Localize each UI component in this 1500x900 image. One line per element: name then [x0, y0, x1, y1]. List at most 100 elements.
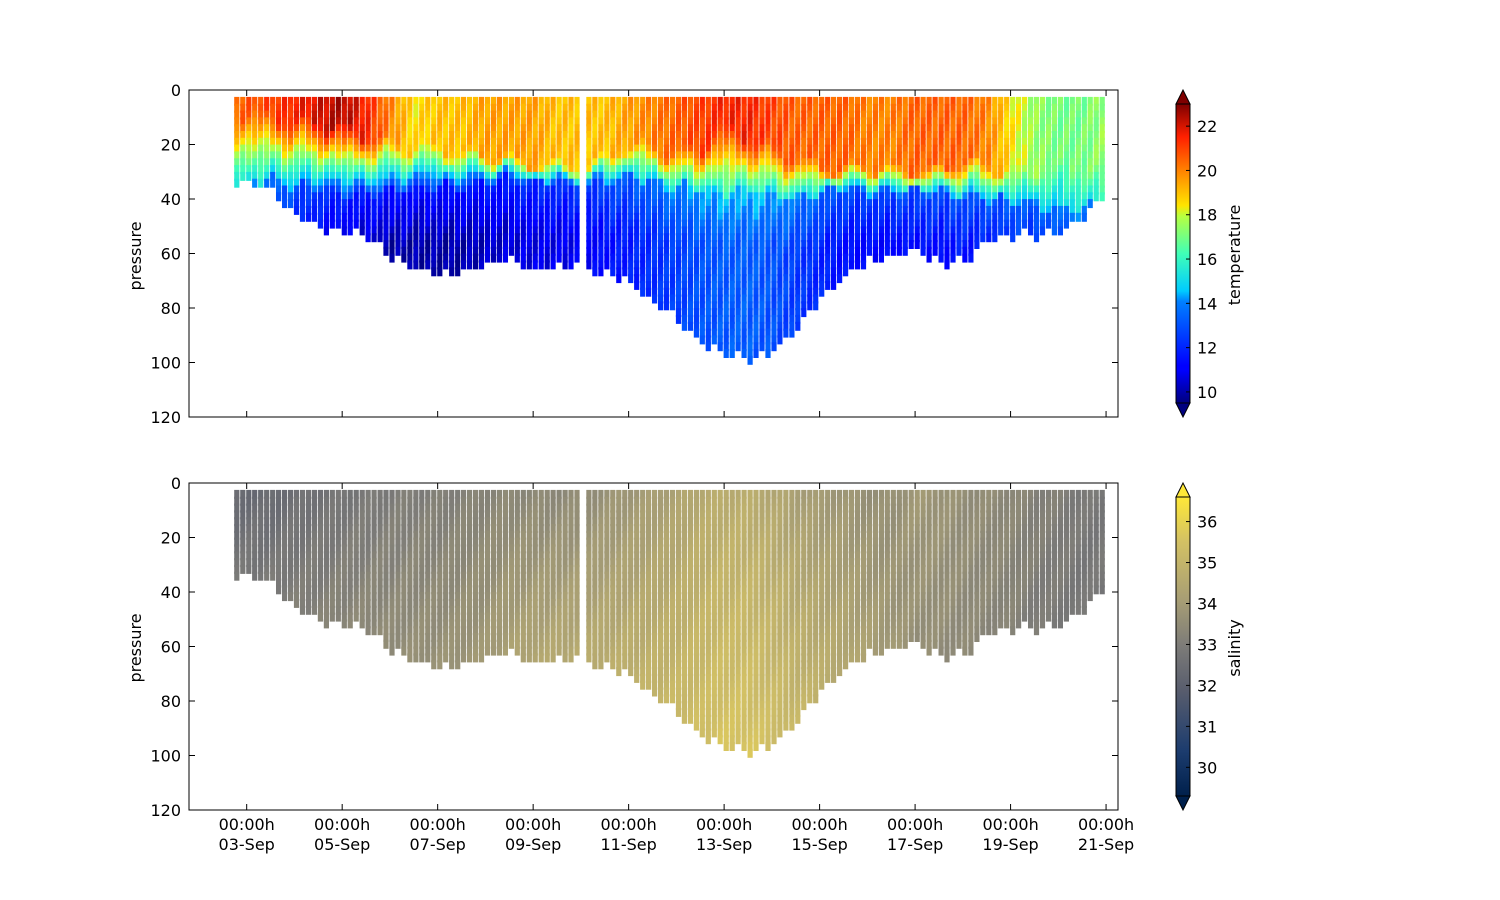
temperature-point	[353, 96, 359, 106]
temperature-point	[616, 96, 622, 106]
temperature-point	[490, 192, 497, 202]
temperature-point	[1016, 165, 1022, 175]
temperature-point	[723, 301, 729, 311]
temperature-point	[741, 144, 747, 154]
temperature-point	[305, 199, 312, 209]
salinity-point	[317, 571, 323, 581]
temperature-point	[932, 219, 938, 229]
temperature-point	[783, 253, 789, 263]
temperature-point	[1016, 117, 1022, 127]
temperature-point	[1039, 212, 1046, 222]
temperature-point	[896, 144, 902, 154]
salinity-point	[395, 530, 401, 540]
temperature-point	[998, 110, 1004, 120]
temperature-point	[598, 226, 604, 236]
salinity-point	[329, 496, 335, 506]
salinity-point	[526, 578, 532, 588]
temperature-point	[669, 144, 676, 154]
salinity-point	[347, 558, 353, 568]
salinity-point	[508, 564, 514, 574]
temperature-point	[425, 233, 431, 243]
temperature-point	[478, 240, 485, 249]
temperature-point	[640, 144, 646, 154]
temperature-point	[747, 110, 753, 120]
temperature-point	[765, 280, 771, 290]
temperature-point	[568, 96, 574, 106]
temperature-point	[974, 96, 980, 106]
temperature-point	[407, 192, 413, 202]
salinity-point	[335, 598, 341, 608]
temperature-point	[735, 151, 741, 161]
temperature-point	[461, 253, 467, 263]
temperature-point	[1099, 151, 1105, 161]
salinity-point	[389, 619, 395, 629]
salinity-point	[496, 598, 502, 608]
salinity-point	[419, 489, 425, 499]
temperature-point	[843, 260, 849, 270]
salinity-point	[276, 544, 282, 554]
temperature-point	[389, 212, 395, 222]
temperature-point	[1016, 199, 1022, 209]
temperature-point	[777, 171, 783, 181]
temperature-point	[455, 117, 461, 127]
salinity-point	[282, 517, 288, 527]
temperature-point	[825, 185, 831, 195]
salinity-point	[276, 537, 282, 547]
temperature-point	[586, 110, 592, 120]
temperature-point	[1051, 165, 1057, 175]
temperature-point	[490, 185, 497, 195]
temperature-point	[705, 171, 711, 181]
temperature-point	[741, 280, 747, 290]
temperature-point	[705, 144, 711, 154]
temperature-point	[1051, 185, 1057, 195]
temperature-point	[622, 110, 628, 120]
temperature-point	[759, 301, 765, 311]
temperature-point	[663, 185, 670, 195]
temperature-point	[980, 131, 986, 140]
salinity-point	[514, 564, 520, 574]
temperature-point	[723, 124, 729, 134]
temperature-point	[1010, 165, 1016, 175]
salinity-point	[550, 571, 556, 581]
temperature-point	[1099, 117, 1105, 127]
temperature-point	[652, 178, 658, 188]
temperature-point	[544, 185, 550, 195]
salinity-point	[299, 544, 306, 554]
salinity-point	[371, 592, 377, 602]
temperature-point	[1010, 185, 1016, 195]
temperature-point	[771, 233, 777, 243]
temperature-point	[299, 199, 306, 209]
temperature-point	[693, 267, 699, 277]
temperature-point	[854, 171, 861, 181]
temperature-point	[735, 117, 741, 127]
temperature-point	[449, 253, 455, 263]
temperature-point	[1063, 131, 1069, 140]
temperature-point	[353, 212, 359, 222]
temperature-point	[461, 96, 467, 106]
salinity-point	[467, 517, 473, 527]
temperature-point	[675, 151, 682, 161]
temperature-point	[813, 199, 819, 209]
temperature-point	[508, 137, 514, 147]
temperature-point	[831, 144, 837, 154]
salinity-point	[532, 619, 538, 629]
temperature-point	[622, 131, 628, 140]
salinity-point	[574, 551, 580, 561]
temperature-point	[616, 124, 622, 134]
salinity-point	[407, 524, 413, 533]
temperature-point	[950, 253, 956, 263]
temperature-point	[813, 151, 819, 161]
temperature-point	[735, 137, 741, 147]
temperature-point	[1045, 185, 1052, 195]
temperature-point	[944, 151, 950, 161]
temperature-point	[276, 185, 282, 195]
temperature-point	[317, 192, 323, 202]
temperature-point	[741, 171, 747, 181]
temperature-point	[717, 158, 723, 168]
temperature-point	[622, 212, 628, 222]
salinity-point	[556, 598, 562, 608]
salinity-point	[598, 524, 604, 533]
temperature-point	[550, 96, 556, 106]
temperature-point	[646, 240, 652, 249]
temperature-point	[502, 158, 508, 168]
